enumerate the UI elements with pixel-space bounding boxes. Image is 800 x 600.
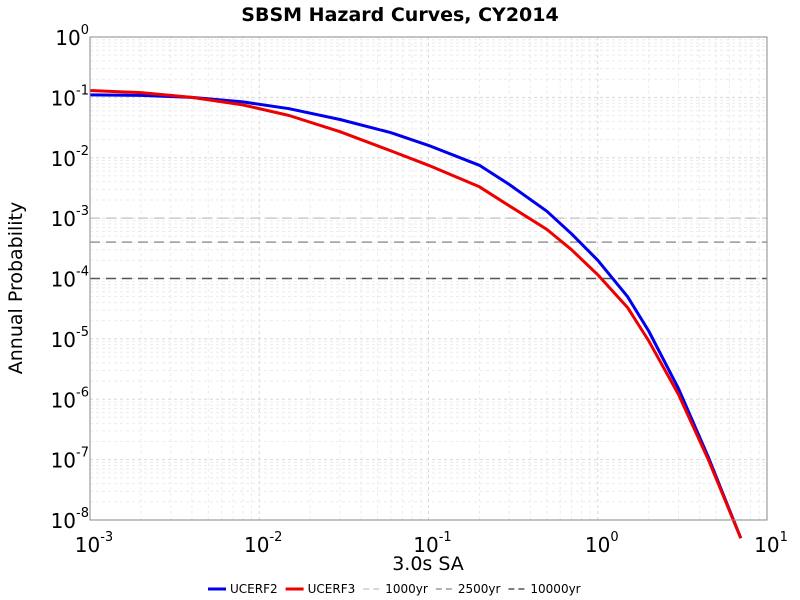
y-tick-label: 10-8 bbox=[51, 506, 89, 533]
y-tick-label: 10-7 bbox=[51, 446, 89, 473]
y-tick-labels: 100 10-1 10-2 10-3 10-4 10-5 10-6 10-7 10-8 bbox=[51, 23, 89, 533]
series-lines bbox=[89, 89, 743, 539]
legend: UCERF2 UCERF3 1000yr 2500yr 10000yr bbox=[208, 582, 581, 596]
y-tick-label: 10-6 bbox=[51, 385, 89, 412]
x-tick-label: 10-2 bbox=[244, 530, 282, 557]
x-tick-label: 101 bbox=[754, 530, 788, 557]
plot-frame bbox=[89, 36, 768, 521]
x-axis-label: 3.0s SA bbox=[392, 553, 464, 575]
y-tick-label: 10-2 bbox=[51, 144, 89, 171]
legend-label-ucerf2: UCERF2 bbox=[230, 582, 278, 596]
y-tick-label: 10-1 bbox=[51, 83, 89, 110]
legend-label-2500yr: 2500yr bbox=[458, 582, 501, 596]
y-tick-label: 10-4 bbox=[51, 265, 89, 292]
reference-lines bbox=[90, 217, 767, 280]
y-tick-label: 100 bbox=[55, 23, 89, 50]
x-tick-label: 10-1 bbox=[413, 530, 451, 557]
y-axis-label: Annual Probability bbox=[5, 202, 27, 375]
y-tick-label: 10-5 bbox=[51, 325, 89, 352]
x-tick-label: 10-3 bbox=[75, 530, 113, 557]
x-tick-labels: 10-3 10-2 10-1 100 101 bbox=[75, 530, 788, 557]
legend-label-ucerf3: UCERF3 bbox=[308, 582, 356, 596]
legend-label-1000yr: 1000yr bbox=[385, 582, 428, 596]
legend-label-10000yr: 10000yr bbox=[530, 582, 580, 596]
chart-title: SBSM Hazard Curves, CY2014 bbox=[241, 4, 558, 26]
series-line-ucerf2 bbox=[89, 93, 743, 539]
x-tick-label: 100 bbox=[585, 530, 619, 557]
y-tick-label: 10-3 bbox=[51, 204, 89, 231]
series-line-ucerf3 bbox=[89, 89, 743, 539]
